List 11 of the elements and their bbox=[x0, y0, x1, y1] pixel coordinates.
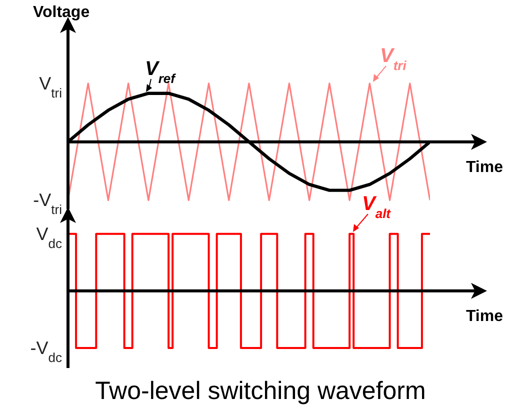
text: Two-level switching waveform bbox=[94, 377, 427, 406]
text: V$_{dc}$ bbox=[36, 224, 62, 250]
annotation: V$_{tri}$ bbox=[39, 73, 62, 100]
x-axis-title: Time bbox=[466, 308, 504, 325]
text: -V$_{dc}$ bbox=[30, 338, 62, 365]
legend-label: V$_{ref}$ bbox=[145, 58, 177, 86]
x-axis-title: Time bbox=[466, 158, 504, 176]
series-label: V$_{alt}$ bbox=[362, 193, 392, 220]
legend-label: V$_{tri}$ bbox=[380, 45, 407, 72]
annotation: -V$_{tri}$ bbox=[33, 190, 62, 217]
y-axis-title: Voltage bbox=[33, 4, 90, 21]
